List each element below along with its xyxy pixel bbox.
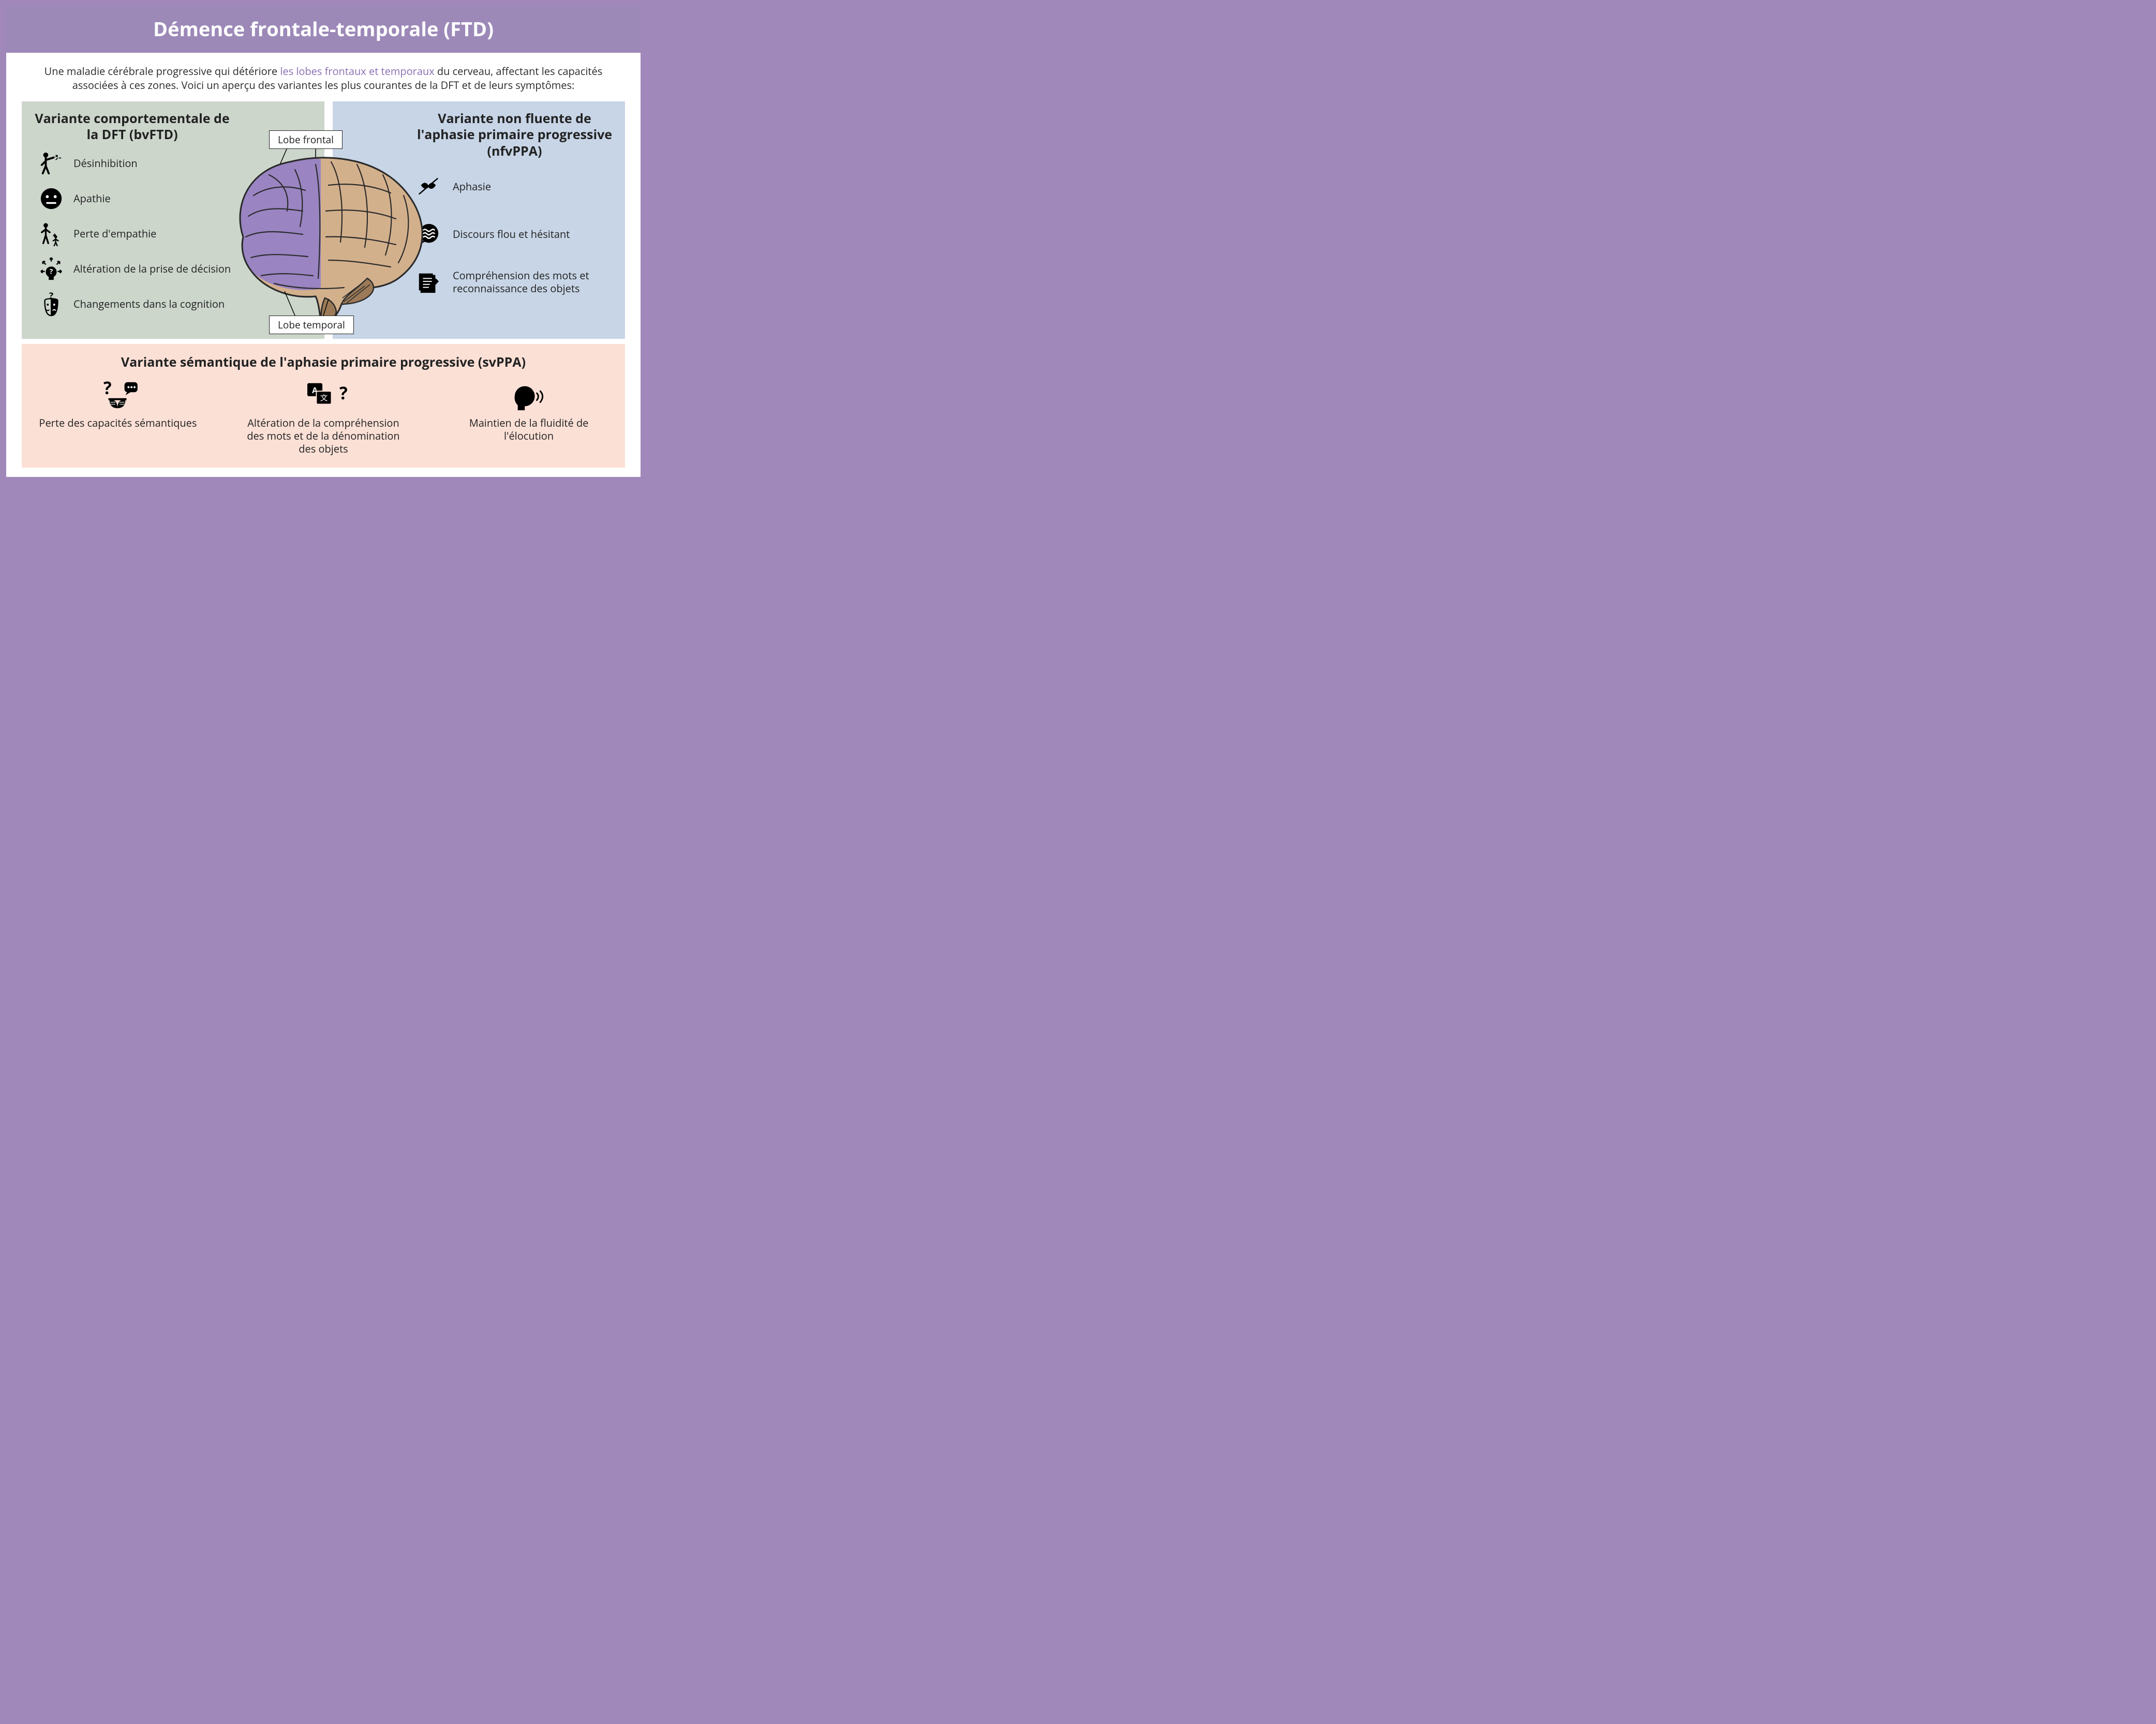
symptom-label: Changements dans la cognition — [73, 297, 225, 310]
symptom-label: Discours flou et hésitant — [453, 228, 570, 241]
symptom-item: Compréhension des mots et reconnaissance… — [415, 269, 614, 295]
header-banner: Démence frontale-temporale (FTD) — [6, 6, 641, 53]
symptom-item: A文? Altération de la compréhension des m… — [213, 378, 434, 455]
intro-highlight: les lobes frontaux et temporaux — [280, 64, 434, 78]
symptom-item: Aphasie — [415, 174, 614, 200]
empathy-loss-icon — [38, 221, 64, 247]
svppa-symptom-row: ? Perte des capacités sémantiques A文? Al… — [33, 378, 614, 455]
panel-bvftd-title: Variante comportementale de la DFT (bvFT… — [33, 111, 231, 143]
symptom-item: Maintien de la fluidité de l'élocution — [444, 378, 614, 442]
panel-svppa: Variante sémantique de l'aphasie primair… — [22, 344, 625, 468]
page-title: Démence frontale-temporale (FTD) — [6, 16, 641, 42]
svg-text:?: ? — [339, 381, 348, 404]
svg-text:?: ? — [103, 379, 112, 399]
content-area: Une maladie cérébrale progressive qui dé… — [6, 53, 641, 477]
label-frontal: Lobe frontal — [269, 130, 343, 149]
top-row: Variante comportementale de la DFT (bvFT… — [22, 101, 625, 339]
brain-diagram: Lobe frontal — [212, 133, 435, 333]
disinhibition-icon — [38, 151, 64, 176]
symptom-item: Désinhibition — [38, 151, 231, 176]
symptom-item: Apathie — [38, 186, 231, 212]
symptom-label: Maintien de la fluidité de l'élocution — [446, 416, 612, 442]
intro-text: Une maladie cérébrale progressive qui dé… — [34, 64, 613, 92]
cognition-icon: ? — [38, 291, 64, 317]
symptom-item: Discours flou et hésitant — [415, 221, 614, 247]
symptom-label: Apathie — [73, 192, 111, 205]
naming-icon: A文? — [298, 378, 349, 412]
semantic-loss-icon: ? — [95, 378, 141, 412]
symptom-item: ? Altération de la prise de décision — [38, 256, 231, 282]
symptom-label: Aphasie — [453, 180, 491, 193]
bvftd-symptom-list: Désinhibition Apathie Perte d'empathie — [33, 151, 231, 317]
symptom-label: Altération de la prise de décision — [73, 262, 231, 275]
brain-svg — [212, 133, 435, 330]
symptom-item: Perte d'empathie — [38, 221, 231, 247]
symptom-item: ? Changements dans la cognition — [38, 291, 231, 317]
decision-icon: ? — [38, 256, 64, 282]
symptom-label: Compréhension des mots et reconnaissance… — [453, 269, 614, 295]
intro-pre: Une maladie cérébrale progressive qui dé… — [44, 64, 280, 78]
nfvppa-symptom-list: Aphasie Discours flou et hésitant Compré… — [415, 174, 614, 295]
symptom-label: Désinhibition — [73, 157, 138, 170]
panel-svppa-title: Variante sémantique de l'aphasie primair… — [33, 353, 614, 371]
panel-nfvppa-title: Variante non fluente de l'aphasie primai… — [415, 111, 614, 159]
apathy-icon — [38, 186, 64, 212]
label-temporal: Lobe temporal — [269, 316, 354, 334]
svg-text:?: ? — [50, 266, 53, 276]
symptom-label: Altération de la compréhension des mots … — [241, 416, 406, 455]
symptom-item: ? Perte des capacités sémantiques — [33, 378, 203, 429]
symptom-label: Perte d'empathie — [73, 227, 156, 240]
symptom-label: Perte des capacités sémantiques — [39, 416, 197, 429]
svg-text:文: 文 — [320, 393, 328, 403]
fluency-icon — [508, 378, 549, 412]
